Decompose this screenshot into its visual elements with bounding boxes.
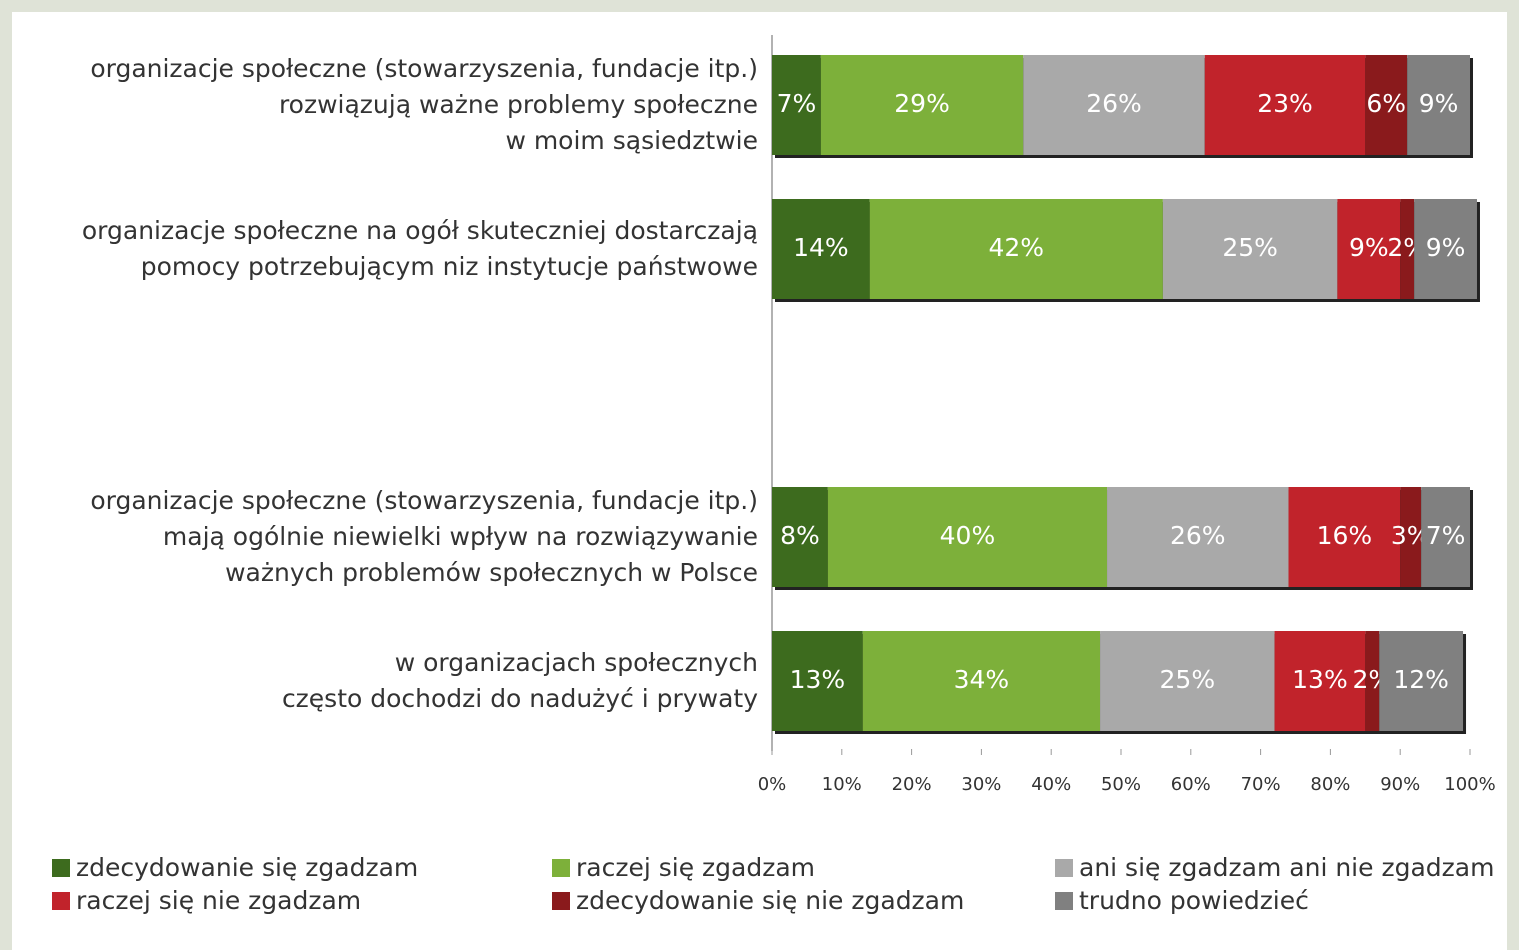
data-label: 34%	[954, 665, 1010, 694]
data-label: 9%	[1349, 233, 1389, 262]
data-label: 29%	[894, 89, 950, 118]
data-label: 12%	[1393, 665, 1449, 694]
bar-segment	[772, 199, 870, 299]
bar-segment	[1400, 487, 1422, 587]
bar-segment	[827, 487, 1108, 587]
data-label: 9%	[1419, 89, 1459, 118]
data-label: 7%	[1426, 521, 1466, 550]
legend-swatch	[552, 891, 570, 910]
bar-segment	[1365, 55, 1408, 155]
data-label: 13%	[790, 665, 846, 694]
data-label: 16%	[1317, 521, 1373, 550]
x-tick-label: 80%	[1310, 774, 1350, 795]
x-tick-label: 70%	[1241, 774, 1281, 795]
data-label: 14%	[793, 233, 849, 262]
category-label: organizacje społeczne (stowarzyszenia, f…	[90, 54, 758, 155]
bar-segment	[1407, 55, 1470, 155]
legend-swatch	[52, 891, 70, 910]
data-label: 26%	[1086, 89, 1142, 118]
x-tick-label: 10%	[822, 774, 862, 795]
x-tick-label: 0%	[758, 774, 787, 795]
data-label: 40%	[940, 521, 996, 550]
legend-label: zdecydowanie się zgadzam	[76, 853, 419, 882]
legend-item: raczej się nie zgadzam	[52, 886, 361, 915]
bar-segment	[1204, 55, 1366, 155]
bar-segment	[1414, 199, 1477, 299]
bar-segment	[772, 487, 828, 587]
data-label: 25%	[1222, 233, 1278, 262]
data-label: 6%	[1366, 89, 1406, 118]
legend-label: zdecydowanie się nie zgadzam	[576, 886, 965, 915]
category-label: organizacje społeczne na ogół skutecznie…	[81, 216, 758, 281]
category-label: w organizacjach społecznych często docho…	[281, 648, 758, 713]
data-label: 42%	[989, 233, 1045, 262]
bar-segment	[1379, 631, 1464, 731]
x-tick-label: 100%	[1444, 774, 1495, 795]
bar-segment	[869, 199, 1163, 299]
data-label: 23%	[1257, 89, 1313, 118]
legend-swatch	[1055, 858, 1073, 877]
x-tick-label: 40%	[1031, 774, 1071, 795]
legend-swatch	[1055, 891, 1073, 910]
bar-segment	[772, 55, 821, 155]
category-label: organizacje społeczne (stowarzyszenia, f…	[90, 486, 758, 587]
bar-segment	[1421, 487, 1470, 587]
x-tick-label: 90%	[1380, 774, 1420, 795]
legend-swatch	[552, 858, 570, 877]
bar-segment	[1288, 487, 1401, 587]
bar-segment	[1107, 487, 1289, 587]
legend-label: raczej się zgadzam	[576, 853, 816, 882]
bar-segment	[1023, 55, 1205, 155]
legend-label: raczej się nie zgadzam	[76, 886, 362, 915]
data-label: 7%	[777, 89, 817, 118]
bar-segment	[1162, 199, 1338, 299]
legend-item: trudno powiedzieć	[1055, 886, 1309, 915]
legend-label: trudno powiedzieć	[1079, 886, 1309, 915]
bar-segment	[820, 55, 1024, 155]
legend-item: raczej się zgadzam	[552, 853, 815, 882]
bar-segment	[862, 631, 1101, 731]
bar-segment	[1365, 631, 1380, 731]
x-tick-label: 50%	[1101, 774, 1141, 795]
data-label: 26%	[1170, 521, 1226, 550]
legend-swatch	[52, 858, 70, 877]
data-label: 8%	[780, 521, 820, 550]
data-label: 13%	[1292, 665, 1348, 694]
bar-segment	[1337, 199, 1401, 299]
legend-label: ani się zgadzam ani nie zgadzam	[1079, 853, 1495, 882]
legend-item: ani się zgadzam ani nie zgadzam	[1055, 853, 1494, 882]
x-tick-label: 60%	[1171, 774, 1211, 795]
panel	[12, 12, 1507, 950]
bar-segment	[1100, 631, 1275, 731]
x-tick-label: 30%	[961, 774, 1001, 795]
bar-segment	[1400, 199, 1415, 299]
x-tick-label: 20%	[892, 774, 932, 795]
bar-segment	[772, 631, 863, 731]
bar-segment	[1274, 631, 1366, 731]
data-label: 25%	[1160, 665, 1216, 694]
legend-item: zdecydowanie się zgadzam	[52, 853, 418, 882]
legend-item: zdecydowanie się nie zgadzam	[552, 886, 964, 915]
data-label: 9%	[1426, 233, 1466, 262]
